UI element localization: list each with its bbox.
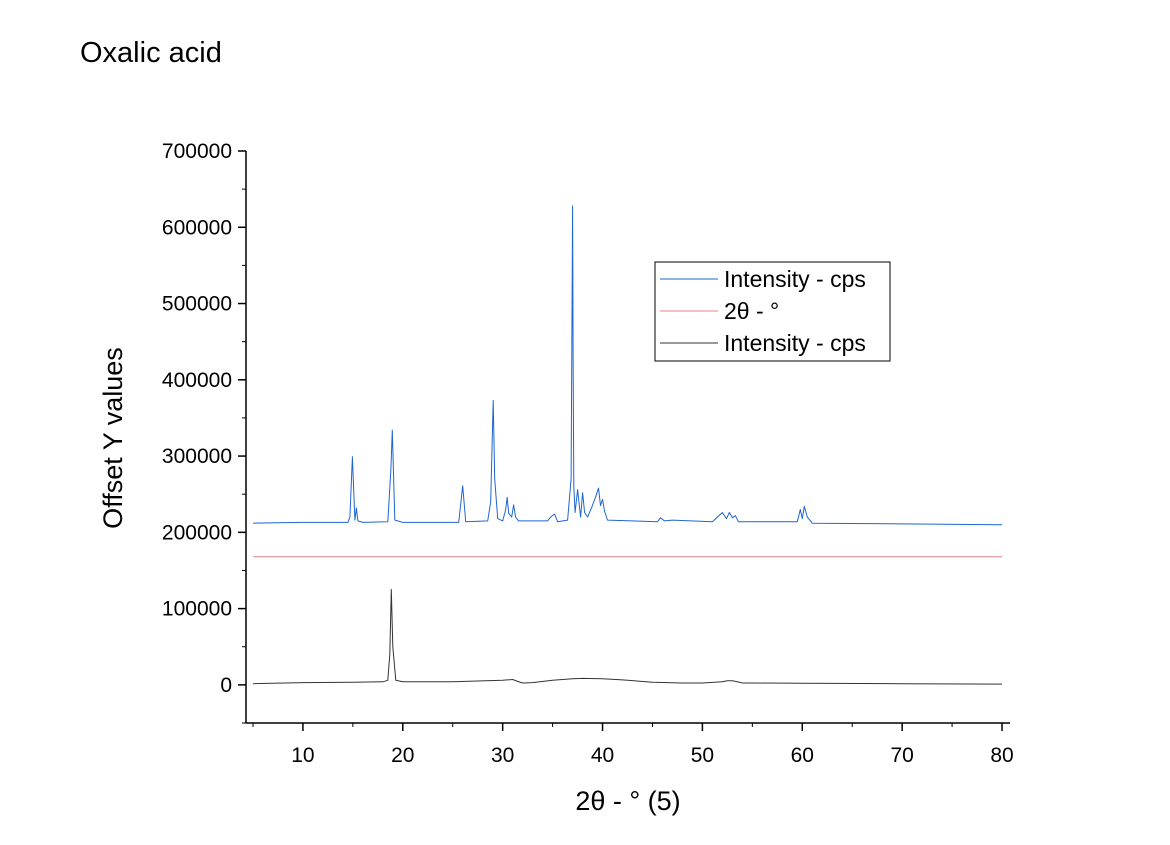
y-tick-label: 500000 — [162, 293, 232, 316]
y-tick-label: 100000 — [162, 598, 232, 621]
y-axis-label: Offset Y values — [98, 347, 128, 529]
y-tick-label: 600000 — [162, 216, 232, 239]
y-tick-label: 700000 — [162, 140, 232, 163]
series-group — [252, 205, 1003, 685]
x-axis-label: 2θ - ° (5) — [575, 786, 680, 816]
legend-label-1: 2θ - ° — [724, 298, 779, 324]
legend-label-0: Intensity - cps — [724, 266, 866, 292]
series-line-2 — [252, 589, 1003, 685]
y-tick-label: 0 — [220, 674, 232, 697]
x-tick-label: 70 — [890, 744, 913, 767]
x-tick-label: 60 — [791, 744, 814, 767]
legend: Intensity - cps 2θ - ° Intensity - cps — [654, 261, 891, 362]
y-tick-label: 300000 — [162, 445, 232, 468]
series-line-0 — [252, 205, 1003, 526]
x-tick-label: 40 — [591, 744, 614, 767]
x-tick-label: 80 — [990, 744, 1013, 767]
x-tick-label: 20 — [391, 744, 414, 767]
y-tick-label: 400000 — [162, 369, 232, 392]
x-tick-label: 30 — [491, 744, 514, 767]
chart-title: Oxalic acid — [80, 37, 222, 69]
axes: 0 100000 200000 300000 400000 500000 600000 700… — [162, 140, 1014, 767]
legend-label-2: Intensity - cps — [724, 330, 866, 356]
x-tick-label: 10 — [291, 744, 314, 767]
x-tick-label: 50 — [691, 744, 714, 767]
y-tick-label: 200000 — [162, 521, 232, 544]
